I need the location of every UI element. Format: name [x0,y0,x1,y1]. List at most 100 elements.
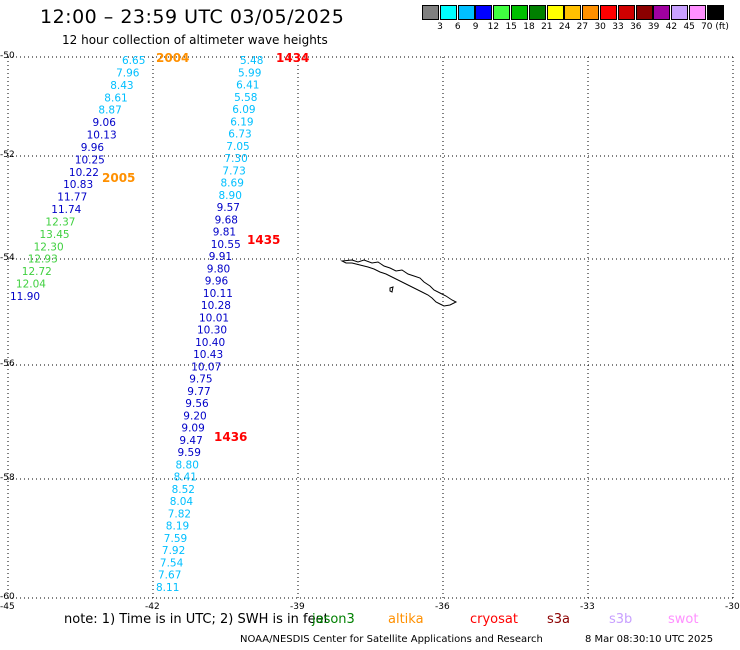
wave-height-value: 6.41 [236,80,259,92]
legend-swatch [457,5,475,20]
legend-swatch [475,5,493,20]
wave-height-value: 9.20 [183,410,206,422]
generated-timestamp: 8 Mar 08:30:10 UTC 2025 [585,634,714,645]
wave-height-value: 9.81 [213,227,236,239]
wave-height-value: 5.99 [238,67,261,79]
legend-label: 36 [630,22,642,32]
pass-time-label: 1435 [247,233,280,247]
wave-height-value: 8.19 [166,521,189,533]
wave-height-value: 10.07 [191,361,221,373]
wave-height-value: 10.55 [211,239,241,251]
satellite-swot: swot [668,612,699,627]
wave-height-tracks: 6.657.968.438.618.879.0610.139.9610.2510… [10,51,309,594]
wave-height-value: 9.68 [215,214,238,226]
legend-swatch [564,5,582,20]
wave-height-value: 10.43 [193,349,223,361]
longitude-label: -30 [725,602,740,612]
legend-label: 45 [683,22,695,32]
legend-label: 39 [647,22,660,32]
map-subtitle: 12 hour collection of altimeter wave hei… [62,33,328,47]
wave-height-value: 9.56 [185,398,209,410]
wave-height-value: 10.83 [63,179,93,191]
wave-height-value: 10.28 [201,300,231,312]
wave-height-value: 7.96 [116,67,140,79]
legend-label: 27 [576,22,589,32]
legend-swatch [493,5,511,20]
wave-height-value: 12.37 [45,217,75,229]
legend-label: 70 (ft) [701,22,729,32]
grid-lines [7,56,734,600]
legend-label: 21 [541,22,553,32]
wave-height-value: 6.09 [232,104,255,116]
latitude-label: -54 [0,253,15,263]
longitude-label: -42 [145,602,160,612]
longitude-label: -45 [0,602,15,612]
wave-height-value: 7.67 [158,570,181,582]
map-title: 12:00 – 23:59 UTC 03/05/2025 [40,6,345,28]
wave-height-value: 8.11 [156,582,179,594]
legend-swatch [528,5,546,20]
wave-height-value: 10.13 [87,130,117,142]
wave-height-value: 9.91 [209,251,232,263]
legend-label: 33 [612,22,624,32]
latitude-label: -50 [0,51,15,61]
wave-height-value: 9.96 [81,142,105,154]
wave-height-value: 7.92 [162,545,185,557]
latitude-label: -52 [0,150,15,160]
wave-height-value: 9.75 [189,374,212,386]
wave-height-value: 9.80 [207,263,230,275]
wave-height-value: 8.69 [221,178,244,190]
south-georgia-coastline [340,259,458,307]
wave-height-value: 6.19 [230,116,253,128]
legend-label: 42 [665,22,678,32]
wave-height-value: 9.47 [179,435,202,447]
wave-height-value: 5.58 [234,92,257,104]
legend-swatch [706,5,724,20]
wave-height-value: 7.73 [222,165,245,177]
wave-height-value: 10.01 [199,312,229,324]
legend-label: 12 [487,22,500,32]
legend-label: 30 [594,22,606,32]
legend-label: 15 [505,22,517,32]
wave-height-value: 13.45 [40,229,70,241]
wave-height-value: 7.82 [168,509,191,521]
wave-height-value: 9.09 [181,423,204,435]
legend-label: 18 [523,22,535,32]
wave-height-value: 9.96 [205,276,229,288]
satellite-altika: altika [388,612,424,627]
wave-height-value: 8.87 [98,105,121,117]
pass-time-label: 1436 [214,430,247,444]
note-text: note: 1) Time is in UTC; 2) SWH is in fe… [64,612,329,627]
legend-swatch [689,5,706,20]
wave-height-value: 7.30 [224,153,247,165]
credit-text: NOAA/NESDIS Center for Satellite Applica… [240,634,543,645]
wave-height-value: 5.48 [240,55,263,67]
satellite-cryosat: cryosat [470,612,518,627]
wave-height-value: 8.80 [176,459,199,471]
wave-height-value: 8.52 [172,484,195,496]
legend-label: 3 [437,22,443,32]
pass-time-label: 1434 [276,51,309,65]
wave-height-value: 10.11 [203,288,233,300]
wave-height-value: 11.77 [57,192,87,204]
wave-height-value: 6.73 [228,129,251,141]
legend-swatch [617,5,635,20]
legend-label: 6 [454,22,461,32]
legend-swatch [671,5,689,20]
satellite-jason3: jason3 [312,612,355,627]
wave-height-value: 8.90 [219,190,242,202]
satellite-s3a: s3a [547,612,571,627]
legend-swatch [511,5,528,20]
wave-height-value: 12.93 [28,254,58,266]
wave-height-value: 10.25 [75,154,105,166]
satellite-s3b: s3b [609,612,633,627]
latitude-label: -56 [0,359,15,369]
wave-height-value: 9.06 [93,117,117,129]
wave-height-value: 11.74 [51,204,81,216]
wave-height-value: 7.05 [226,141,249,153]
legend-swatch [439,5,457,20]
longitude-label: -39 [290,602,305,612]
wave-height-value: 9.57 [217,202,240,214]
wave-height-value: 12.04 [16,279,46,291]
